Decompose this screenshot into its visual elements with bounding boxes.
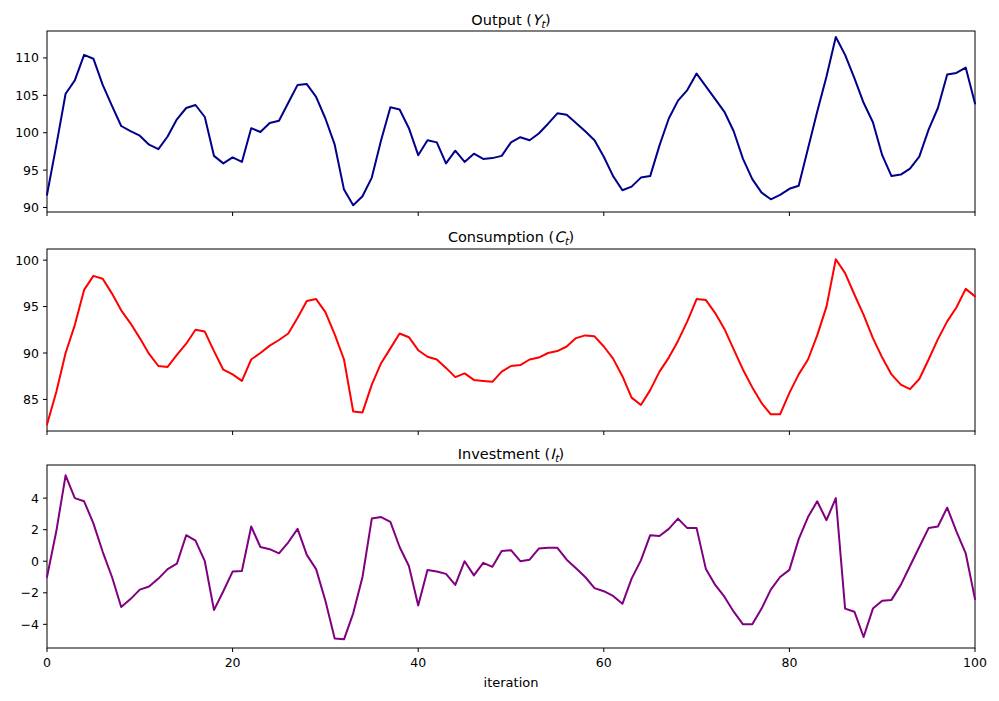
series-line: [47, 259, 975, 424]
title-text: Investment (: [458, 446, 550, 462]
title-text: ): [568, 229, 574, 245]
y-tick-label: 110: [15, 50, 39, 65]
y-tick-label: 90: [23, 200, 39, 215]
title-text: ): [545, 12, 551, 28]
plot-canvas: 9095100105110859095100−4−202402040608010…: [0, 0, 999, 701]
y-tick-label: 0: [31, 554, 39, 569]
panel-title-consumption: Consumption (Ct): [47, 229, 975, 247]
y-tick-label: 2: [31, 522, 39, 537]
panel-title-output: Output (Yt): [47, 12, 975, 30]
title-symbol: Y: [532, 12, 541, 28]
y-tick-label: 90: [23, 346, 39, 361]
x-tick-label: 80: [781, 655, 797, 670]
title-text: ): [559, 446, 565, 462]
y-tick-label: 100: [15, 125, 39, 140]
x-tick-label: 0: [43, 655, 51, 670]
title-text: Output (: [471, 12, 532, 28]
panel-title-investment: Investment (It): [47, 446, 975, 464]
y-tick-label: 100: [15, 253, 39, 268]
title-symbol: C: [554, 229, 564, 245]
x-tick-label: 60: [596, 655, 612, 670]
x-tick-label: 100: [963, 655, 987, 670]
y-tick-label: 85: [23, 392, 39, 407]
title-text: Consumption (: [448, 229, 554, 245]
y-tick-label: 105: [15, 88, 39, 103]
series-line: [47, 37, 975, 205]
axes-box: [47, 31, 975, 212]
x-tick-label: 40: [410, 655, 426, 670]
y-tick-label: 95: [23, 163, 39, 178]
axes-box: [47, 249, 975, 431]
x-axis-label: iteration: [47, 675, 975, 690]
x-tick-label: 20: [225, 655, 241, 670]
y-tick-label: 4: [31, 491, 39, 506]
y-tick-label: −2: [21, 585, 39, 600]
axes-box: [47, 465, 975, 648]
series-line: [47, 475, 975, 639]
y-tick-label: 95: [23, 299, 39, 314]
y-tick-label: −4: [21, 617, 39, 632]
figure: 9095100105110859095100−4−202402040608010…: [0, 0, 999, 701]
